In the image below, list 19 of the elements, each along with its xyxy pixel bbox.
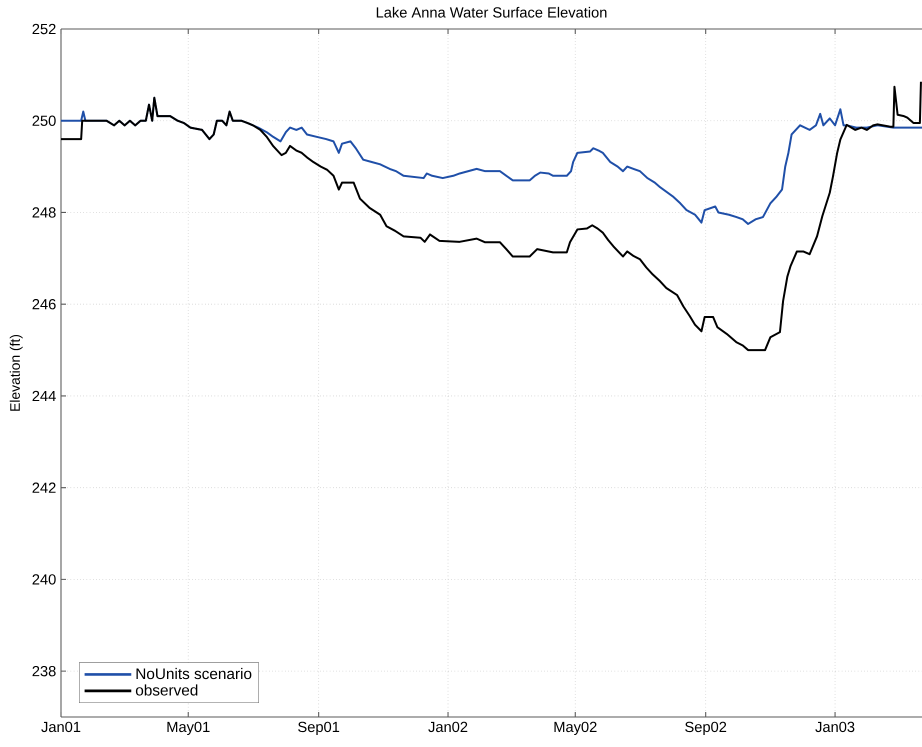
x-tick-label: May01 <box>167 722 210 735</box>
x-tick-label: Sep02 <box>685 722 726 735</box>
y-tick-label: 250 <box>32 116 56 126</box>
x-tick-label: Jan03 <box>815 722 854 732</box>
legend-label: NoUnits scenario <box>136 668 252 680</box>
y-tick-label: 244 <box>32 390 56 402</box>
y-tick-label: 242 <box>32 482 56 493</box>
chart-title: Lake Anna Water Surface Elevation <box>376 6 606 18</box>
x-tick-label: May02 <box>554 722 597 735</box>
y-tick-label: 248 <box>32 207 56 218</box>
y-tick-label: 252 <box>32 24 56 34</box>
legend-label: observed <box>136 684 198 696</box>
y-tick-label: 240 <box>32 574 56 585</box>
x-tick-label: Jan01 <box>41 722 80 732</box>
y-tick-label: 238 <box>32 666 56 676</box>
x-tick-label: Jan02 <box>428 722 468 732</box>
x-tick-label: Sep01 <box>298 722 340 735</box>
y-axis-title: Elevation (ft) <box>10 334 23 411</box>
y-tick-label: 246 <box>32 299 56 310</box>
